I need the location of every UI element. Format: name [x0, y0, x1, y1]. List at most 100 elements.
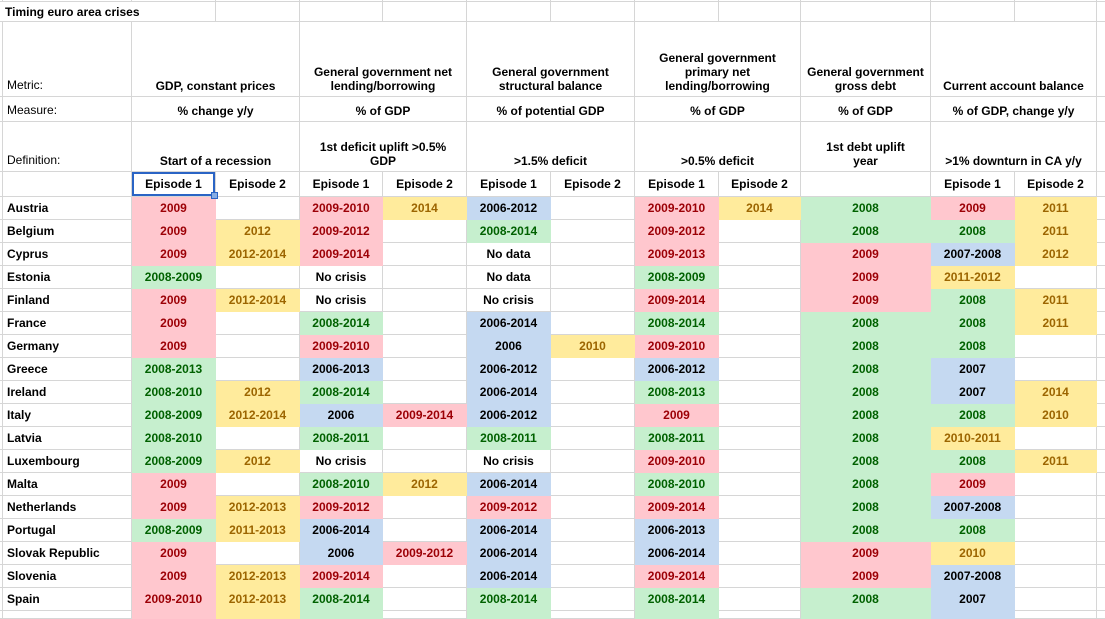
year-cell[interactable]: 2008 [801, 588, 931, 611]
episode-header[interactable]: Episode 1 [931, 172, 1015, 197]
year-cell[interactable]: 2007-2008 [931, 565, 1015, 588]
year-cell[interactable]: 2008 [931, 450, 1015, 473]
year-cell[interactable]: No crisis [300, 289, 383, 312]
empty-cell[interactable] [1097, 289, 1105, 312]
empty-cell[interactable] [3, 0, 132, 2]
empty-cell[interactable] [467, 611, 551, 619]
country-label[interactable]: Austria [3, 197, 132, 220]
empty-cell[interactable] [551, 243, 635, 266]
year-cell[interactable]: 2008-2014 [467, 588, 551, 611]
episode-header[interactable]: Episode 2 [551, 172, 635, 197]
year-cell[interactable]: 2009 [132, 496, 216, 519]
year-cell[interactable]: No data [467, 243, 551, 266]
year-cell[interactable]: 2008 [931, 519, 1015, 542]
empty-cell[interactable] [1015, 473, 1097, 496]
year-cell[interactable]: No crisis [300, 450, 383, 473]
empty-cell[interactable] [383, 0, 467, 2]
empty-cell[interactable] [1097, 611, 1105, 619]
year-cell[interactable]: 2009-2014 [383, 404, 467, 427]
empty-cell[interactable] [551, 588, 635, 611]
empty-cell[interactable] [551, 312, 635, 335]
empty-cell[interactable] [719, 266, 801, 289]
metric-header[interactable]: General government gross debt [801, 22, 931, 97]
year-cell[interactable]: 2014 [1015, 381, 1097, 404]
empty-cell[interactable] [635, 0, 719, 2]
episode-header[interactable]: Episode 2 [216, 172, 300, 197]
year-cell[interactable]: 2009-2010 [635, 197, 719, 220]
year-cell[interactable]: 2008-2010 [635, 473, 719, 496]
empty-cell[interactable] [719, 289, 801, 312]
empty-cell[interactable] [551, 0, 635, 2]
empty-cell[interactable] [383, 450, 467, 473]
empty-cell[interactable] [719, 381, 801, 404]
empty-cell[interactable] [0, 122, 3, 172]
empty-cell[interactable] [0, 172, 3, 197]
year-cell[interactable]: 2011-2013 [216, 519, 300, 542]
episode-header[interactable] [801, 172, 931, 197]
empty-cell[interactable] [719, 496, 801, 519]
empty-cell[interactable] [0, 404, 3, 427]
country-label[interactable]: Greece [3, 358, 132, 381]
empty-cell[interactable] [1097, 381, 1105, 404]
empty-cell[interactable] [1015, 358, 1097, 381]
definition-header[interactable]: 1st debt uplift year [801, 122, 931, 172]
empty-cell[interactable] [801, 0, 931, 2]
empty-cell[interactable] [0, 496, 3, 519]
empty-cell[interactable] [719, 450, 801, 473]
empty-cell[interactable] [551, 542, 635, 565]
empty-cell[interactable] [1015, 519, 1097, 542]
empty-cell[interactable] [719, 611, 801, 619]
empty-cell[interactable] [1097, 358, 1105, 381]
empty-cell[interactable] [1015, 496, 1097, 519]
measure-header[interactable]: % of potential GDP [467, 97, 635, 122]
year-cell[interactable]: 2009 [801, 266, 931, 289]
empty-cell[interactable] [551, 496, 635, 519]
year-cell[interactable]: 2012 [216, 381, 300, 404]
episode-header[interactable]: Episode 2 [719, 172, 801, 197]
empty-cell[interactable] [467, 0, 551, 2]
empty-cell[interactable] [551, 611, 635, 619]
definition-header[interactable]: >1.5% deficit [467, 122, 635, 172]
empty-cell[interactable] [1097, 22, 1105, 97]
year-cell[interactable]: 2009 [801, 542, 931, 565]
empty-cell[interactable] [383, 358, 467, 381]
empty-cell[interactable] [1097, 450, 1105, 473]
empty-cell[interactable] [0, 97, 3, 122]
measure-header[interactable]: % change y/y [132, 97, 300, 122]
empty-cell[interactable] [719, 565, 801, 588]
empty-cell[interactable] [1015, 588, 1097, 611]
empty-cell[interactable] [0, 450, 3, 473]
year-cell[interactable]: 2008 [801, 381, 931, 404]
empty-cell[interactable] [719, 220, 801, 243]
metric-header[interactable]: General government net lending/borrowing [300, 22, 467, 97]
year-cell[interactable]: 2008 [801, 358, 931, 381]
empty-cell[interactable] [719, 427, 801, 450]
empty-cell[interactable] [383, 243, 467, 266]
empty-cell[interactable] [0, 220, 3, 243]
year-cell[interactable]: No data [467, 266, 551, 289]
empty-cell[interactable] [719, 335, 801, 358]
year-cell[interactable]: 2007-2008 [931, 243, 1015, 266]
year-cell[interactable]: 2009-2010 [300, 197, 383, 220]
empty-cell[interactable] [383, 427, 467, 450]
year-cell[interactable]: 2006-2014 [467, 542, 551, 565]
year-cell[interactable]: 2014 [383, 197, 467, 220]
year-cell[interactable]: 2012-2013 [216, 588, 300, 611]
year-cell[interactable]: 2010-2011 [931, 427, 1015, 450]
year-cell[interactable]: 2006-2014 [467, 473, 551, 496]
year-cell[interactable]: 2007 [931, 358, 1015, 381]
year-cell[interactable]: 2009 [132, 473, 216, 496]
year-cell[interactable]: 2008-2009 [132, 266, 216, 289]
year-cell[interactable]: 2006 [300, 542, 383, 565]
country-label[interactable]: France [3, 312, 132, 335]
empty-cell[interactable] [551, 519, 635, 542]
empty-cell[interactable] [719, 2, 801, 22]
metric-header[interactable]: General government structural balance [467, 22, 635, 97]
year-cell[interactable]: 2008-2014 [300, 588, 383, 611]
year-cell[interactable]: 2012-2014 [216, 243, 300, 266]
year-cell[interactable]: 2009-2013 [635, 243, 719, 266]
year-cell[interactable]: 2008-2011 [467, 427, 551, 450]
empty-cell[interactable] [1097, 2, 1105, 22]
empty-cell[interactable] [132, 611, 216, 619]
definition-header[interactable]: 1st deficit uplift >0.5% GDP [300, 122, 467, 172]
